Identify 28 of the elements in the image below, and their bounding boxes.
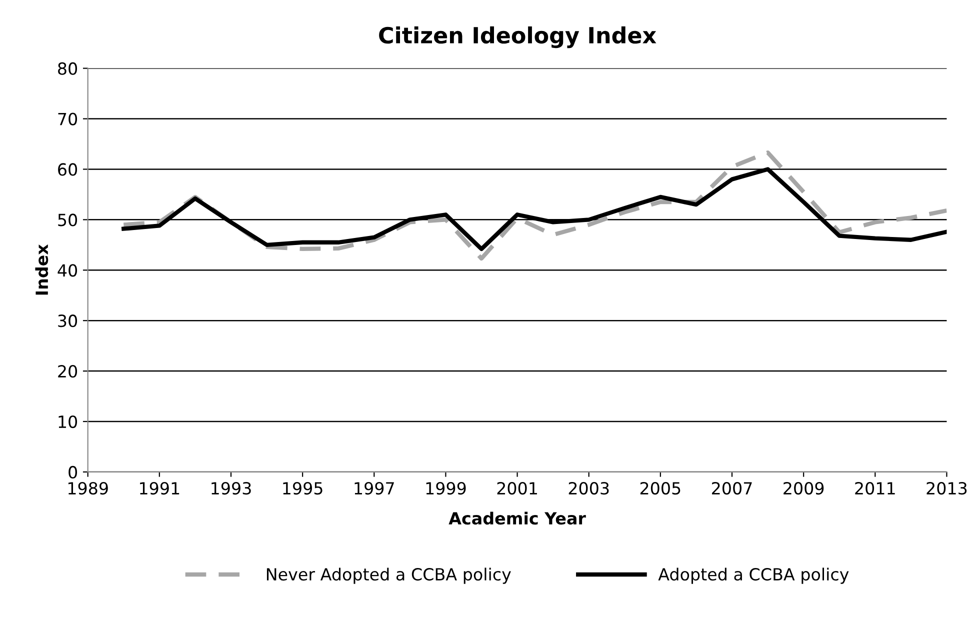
x-tick-label: 1991 <box>140 482 180 495</box>
y-tick-label: 60 <box>58 163 78 176</box>
x-tick-label: 1995 <box>283 482 322 495</box>
x-tick-label: 1999 <box>426 482 466 495</box>
y-tick-label: 40 <box>58 264 78 277</box>
y-tick-label: 80 <box>58 62 78 75</box>
x-tick-label: 2007 <box>712 482 752 495</box>
y-tick-label: 20 <box>58 365 78 378</box>
legend-label: Never Adopted a CCBA policy <box>266 568 511 584</box>
y-tick-label: 70 <box>58 112 78 126</box>
x-tick-label: 2013 <box>926 482 967 495</box>
legend-label: Adopted a CCBA policy <box>658 568 849 584</box>
x-tick-label: 1989 <box>68 482 108 495</box>
x-axis-title: Academic Year <box>448 512 586 525</box>
x-tick-label: 2009 <box>784 482 824 495</box>
y-tick-label: 50 <box>58 214 78 226</box>
line-series <box>122 150 947 261</box>
x-tick-label: 2011 <box>855 482 895 495</box>
chart-title: Citizen Ideology Index <box>379 26 656 48</box>
x-tick-label: 1993 <box>212 482 251 495</box>
y-tick-label: 10 <box>58 415 78 428</box>
x-tick-label: 2005 <box>640 482 680 495</box>
y-tick-label: 0 <box>68 466 78 479</box>
x-tick-label: 1997 <box>354 482 394 495</box>
y-tick-label: 30 <box>58 314 78 328</box>
x-tick-label: 2003 <box>568 482 609 495</box>
x-tick-label: 2001 <box>497 482 537 495</box>
y-axis-title: Index <box>35 244 48 295</box>
